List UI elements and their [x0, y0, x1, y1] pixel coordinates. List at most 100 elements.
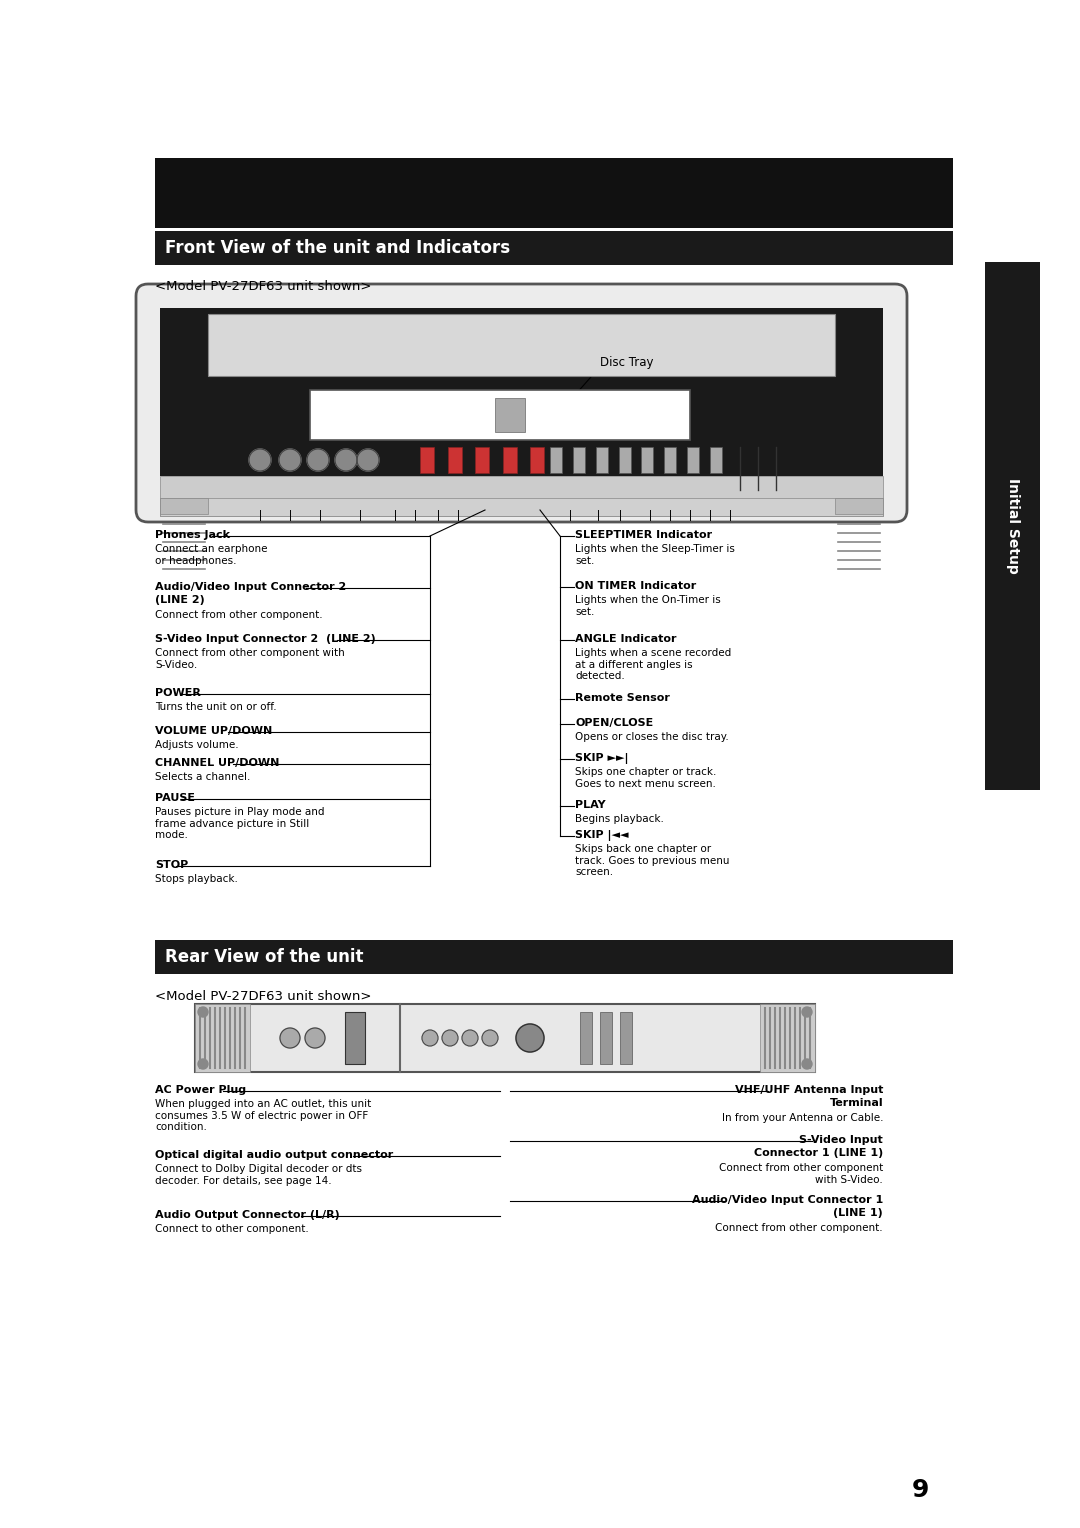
Circle shape [422, 1030, 438, 1047]
Bar [502, 448, 516, 474]
Text: Phones Jack: Phones Jack [156, 530, 230, 539]
Text: SKIP |◄◄: SKIP |◄◄ [575, 830, 629, 840]
Circle shape [516, 1024, 544, 1051]
Text: Initial Setup: Initial Setup [1005, 478, 1020, 575]
Text: Pauses picture in Play mode and
frame advance picture in Still
mode.: Pauses picture in Play mode and frame ad… [156, 807, 324, 840]
Text: (LINE 2): (LINE 2) [156, 594, 205, 605]
Text: SLEEPTIMER Indicator: SLEEPTIMER Indicator [575, 530, 712, 539]
Text: Lights when a scene recorded
at a different angles is
detected.: Lights when a scene recorded at a differ… [575, 648, 731, 681]
Text: Connect to Dolby Digital decoder or dts
decoder. For details, see page 14.: Connect to Dolby Digital decoder or dts … [156, 1164, 362, 1186]
Text: AC Power Plug: AC Power Plug [156, 1085, 246, 1096]
Text: <Model PV-27DF63 unit shown>: <Model PV-27DF63 unit shown> [156, 280, 372, 293]
Bar [156, 157, 953, 228]
Text: S-Video Input: S-Video Input [799, 1135, 883, 1144]
Text: Lights when the Sleep-Timer is
set.: Lights when the Sleep-Timer is set. [575, 544, 734, 565]
Bar [208, 313, 835, 376]
Circle shape [307, 449, 329, 471]
Bar [985, 261, 1040, 790]
Circle shape [279, 449, 301, 471]
Text: In from your Antenna or Cable.: In from your Antenna or Cable. [721, 1112, 883, 1123]
Circle shape [482, 1030, 498, 1047]
Text: PAUSE: PAUSE [156, 793, 195, 804]
Text: STOP: STOP [156, 860, 188, 869]
Text: Connect an earphone
or headphones.: Connect an earphone or headphones. [156, 544, 268, 565]
Bar [572, 448, 585, 474]
Text: VOLUME UP/DOWN: VOLUME UP/DOWN [156, 726, 272, 736]
Bar [600, 1012, 612, 1063]
Text: OPEN/CLOSE: OPEN/CLOSE [575, 718, 653, 727]
Bar [550, 448, 562, 474]
Bar [710, 448, 723, 474]
Text: Adjusts volume.: Adjusts volume. [156, 740, 239, 750]
Text: Turns the unit on or off.: Turns the unit on or off. [156, 701, 276, 712]
Text: Front View of the unit and Indicators: Front View of the unit and Indicators [165, 238, 510, 257]
Bar [530, 448, 544, 474]
Text: Remote Sensor: Remote Sensor [575, 694, 670, 703]
FancyBboxPatch shape [136, 284, 907, 523]
Bar [195, 1004, 815, 1073]
Circle shape [462, 1030, 478, 1047]
Bar [345, 1012, 365, 1063]
Circle shape [335, 449, 357, 471]
Text: Stops playback.: Stops playback. [156, 874, 238, 885]
Circle shape [442, 1030, 458, 1047]
Bar [156, 940, 953, 973]
Bar [160, 498, 883, 516]
Text: Connect from other component with
S-Video.: Connect from other component with S-Vide… [156, 648, 345, 669]
Bar [619, 448, 631, 474]
Bar [596, 448, 608, 474]
Text: Disc Tray: Disc Tray [600, 356, 653, 368]
Bar [447, 448, 461, 474]
Circle shape [305, 1028, 325, 1048]
Text: When plugged into an AC outlet, this unit
consumes 3.5 W of electric power in OF: When plugged into an AC outlet, this uni… [156, 1099, 372, 1132]
Bar [760, 1004, 815, 1073]
Text: SKIP ►►|: SKIP ►►| [575, 753, 629, 764]
Circle shape [802, 1059, 812, 1070]
Text: Audio/Video Input Connector 2: Audio/Video Input Connector 2 [156, 582, 347, 591]
Text: POWER: POWER [156, 688, 201, 698]
Text: Connect from other component
with S-Video.: Connect from other component with S-Vide… [719, 1163, 883, 1184]
Circle shape [357, 449, 379, 471]
Bar [420, 448, 434, 474]
Text: Rear View of the unit: Rear View of the unit [165, 947, 364, 966]
Bar [495, 397, 525, 432]
Bar [687, 448, 699, 474]
Bar [664, 448, 676, 474]
Text: Audio/Video Input Connector 1: Audio/Video Input Connector 1 [692, 1195, 883, 1206]
Text: Opens or closes the disc tray.: Opens or closes the disc tray. [575, 732, 729, 743]
Text: Audio Output Connector (L/R): Audio Output Connector (L/R) [156, 1210, 340, 1219]
Circle shape [802, 1007, 812, 1018]
Bar [620, 1012, 632, 1063]
Text: Connect from other component.: Connect from other component. [715, 1222, 883, 1233]
Text: ON TIMER Indicator: ON TIMER Indicator [575, 581, 697, 591]
Bar [642, 448, 653, 474]
Circle shape [249, 449, 271, 471]
Text: Connect from other component.: Connect from other component. [156, 610, 323, 620]
Text: (LINE 1): (LINE 1) [834, 1209, 883, 1218]
Circle shape [198, 1007, 208, 1018]
Bar [310, 390, 690, 440]
Text: PLAY: PLAY [575, 801, 606, 810]
Text: Connector 1 (LINE 1): Connector 1 (LINE 1) [754, 1148, 883, 1158]
Bar [160, 309, 883, 477]
Circle shape [280, 1028, 300, 1048]
Text: Optical digital audio output connector: Optical digital audio output connector [156, 1151, 393, 1160]
Bar [160, 498, 208, 513]
Bar [835, 498, 883, 513]
Circle shape [198, 1059, 208, 1070]
Text: Begins playback.: Begins playback. [575, 814, 664, 824]
Bar [195, 1004, 249, 1073]
Text: Selects a channel.: Selects a channel. [156, 772, 251, 782]
Text: ANGLE Indicator: ANGLE Indicator [575, 634, 676, 643]
Text: Terminal: Terminal [829, 1099, 883, 1108]
Text: S-Video Input Connector 2  (LINE 2): S-Video Input Connector 2 (LINE 2) [156, 634, 376, 643]
Text: <Model PV-27DF63 unit shown>: <Model PV-27DF63 unit shown> [156, 990, 372, 1002]
Text: Skips one chapter or track.
Goes to next menu screen.: Skips one chapter or track. Goes to next… [575, 767, 716, 788]
Bar [475, 448, 489, 474]
Text: VHF/UHF Antenna Input: VHF/UHF Antenna Input [734, 1085, 883, 1096]
Text: CHANNEL UP/DOWN: CHANNEL UP/DOWN [156, 758, 280, 769]
Text: Lights when the On-Timer is
set.: Lights when the On-Timer is set. [575, 594, 720, 617]
Text: Skips back one chapter or
track. Goes to previous menu
screen.: Skips back one chapter or track. Goes to… [575, 843, 729, 877]
Text: 9: 9 [912, 1478, 929, 1502]
Bar [156, 231, 953, 264]
